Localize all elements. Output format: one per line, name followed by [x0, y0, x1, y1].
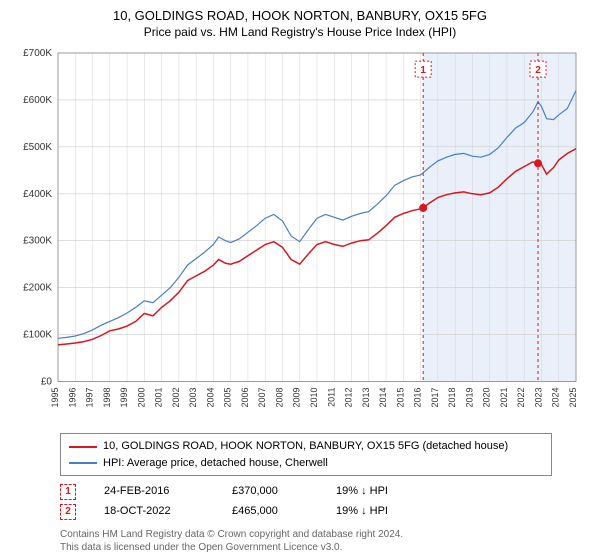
svg-text:2004: 2004	[205, 387, 215, 407]
svg-text:2000: 2000	[136, 387, 146, 407]
chart-container: 10, GOLDINGS ROAD, HOOK NORTON, BANBURY,…	[0, 0, 600, 560]
svg-text:1996: 1996	[67, 387, 77, 407]
sale-delta: 19% ↓ HPI	[336, 482, 428, 502]
svg-text:£700K: £700K	[23, 48, 52, 59]
svg-text:2021: 2021	[499, 387, 509, 407]
svg-text:1997: 1997	[85, 387, 95, 407]
svg-text:£300K: £300K	[23, 236, 52, 247]
svg-text:£600K: £600K	[23, 95, 52, 106]
svg-text:2: 2	[535, 65, 541, 76]
svg-text:2002: 2002	[171, 387, 181, 407]
legend-label: HPI: Average price, detached house, Cher…	[103, 455, 328, 472]
sale-price: £370,000	[232, 482, 308, 502]
footer-attribution: Contains HM Land Registry data © Crown c…	[60, 528, 552, 554]
legend-item: HPI: Average price, detached house, Cher…	[69, 455, 543, 472]
sale-delta: 19% ↓ HPI	[336, 502, 428, 522]
chart-svg: £0 £100K £200K £300K £400K £500K £600K £700K 199…	[12, 45, 588, 428]
svg-text:£100K: £100K	[23, 329, 52, 340]
svg-text:2016: 2016	[413, 387, 423, 407]
svg-text:2020: 2020	[482, 387, 492, 407]
svg-text:£400K: £400K	[23, 189, 52, 200]
svg-text:2001: 2001	[154, 387, 164, 407]
legend: 10, GOLDINGS ROAD, HOOK NORTON, BANBURY,…	[60, 433, 552, 476]
sale-date: 24-FEB-2016	[104, 482, 204, 502]
sale-badge: 2	[60, 504, 76, 520]
svg-text:1: 1	[420, 65, 426, 76]
svg-text:2008: 2008	[274, 387, 284, 407]
svg-text:2007: 2007	[257, 387, 267, 407]
svg-text:2019: 2019	[464, 387, 474, 407]
legend-label: 10, GOLDINGS ROAD, HOOK NORTON, BANBURY,…	[103, 438, 508, 455]
svg-text:2009: 2009	[292, 387, 302, 407]
legend-item: 10, GOLDINGS ROAD, HOOK NORTON, BANBURY,…	[69, 438, 543, 455]
svg-text:£0: £0	[41, 376, 53, 387]
svg-text:2013: 2013	[361, 387, 371, 407]
chart-plot-area: £0 £100K £200K £300K £400K £500K £600K £700K 199…	[12, 45, 588, 428]
svg-text:2017: 2017	[430, 387, 440, 407]
sales-row: 1 24-FEB-2016 £370,000 19% ↓ HPI	[60, 482, 552, 502]
chart-title: 10, GOLDINGS ROAD, HOOK NORTON, BANBURY,…	[12, 8, 588, 25]
svg-text:1995: 1995	[50, 387, 60, 407]
svg-text:2025: 2025	[568, 387, 578, 407]
svg-text:2015: 2015	[395, 387, 405, 407]
sale-date: 18-OCT-2022	[104, 502, 204, 522]
svg-text:2022: 2022	[516, 387, 526, 407]
svg-text:2010: 2010	[309, 387, 319, 407]
svg-text:2014: 2014	[378, 387, 388, 407]
svg-text:2024: 2024	[551, 387, 561, 407]
svg-text:£500K: £500K	[23, 142, 52, 153]
footer-line-2: This data is licensed under the Open Gov…	[60, 541, 552, 554]
svg-text:£200K: £200K	[23, 283, 52, 294]
sale-price: £465,000	[232, 502, 308, 522]
svg-text:2023: 2023	[533, 387, 543, 407]
svg-text:2005: 2005	[223, 387, 233, 407]
svg-text:2012: 2012	[344, 387, 354, 407]
sales-row: 2 18-OCT-2022 £465,000 19% ↓ HPI	[60, 502, 552, 522]
footer-line-1: Contains HM Land Registry data © Crown c…	[60, 528, 552, 541]
chart-subtitle: Price paid vs. HM Land Registry's House …	[12, 25, 588, 39]
legend-swatch	[69, 462, 97, 464]
sales-table: 1 24-FEB-2016 £370,000 19% ↓ HPI 2 18-OCT-202…	[60, 482, 552, 522]
svg-text:2006: 2006	[240, 387, 250, 407]
svg-text:2018: 2018	[447, 387, 457, 407]
sale-badge: 1	[60, 484, 76, 500]
svg-text:2011: 2011	[326, 387, 336, 406]
svg-text:1999: 1999	[119, 387, 129, 407]
legend-swatch	[69, 446, 97, 448]
svg-text:2003: 2003	[188, 387, 198, 407]
svg-text:1998: 1998	[102, 387, 112, 407]
